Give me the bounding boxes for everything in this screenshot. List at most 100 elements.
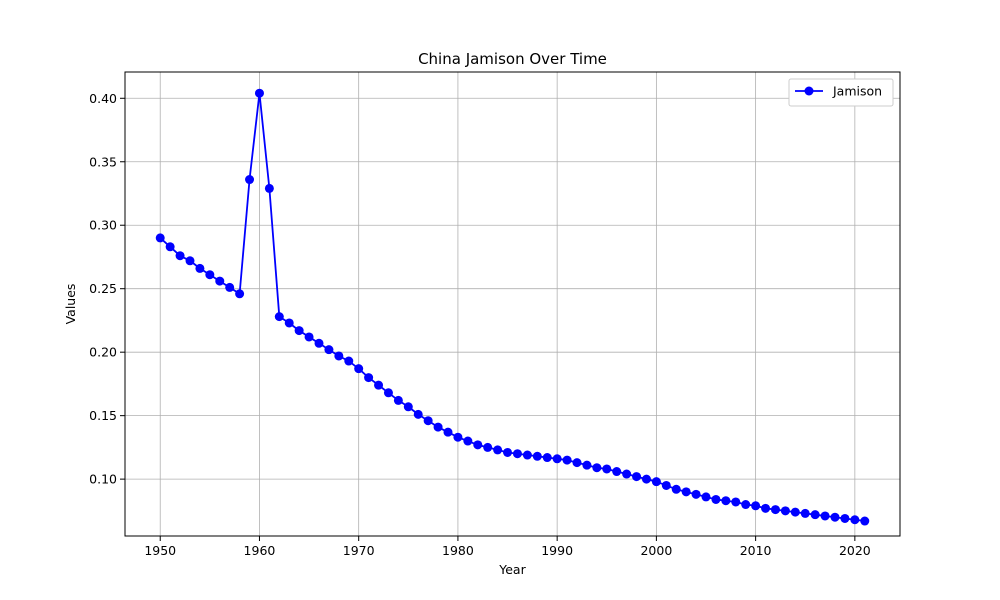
data-point <box>354 364 364 374</box>
data-point <box>483 442 493 452</box>
x-tick-label: 2010 <box>740 543 772 558</box>
data-point <box>294 326 304 336</box>
data-point <box>245 175 255 185</box>
data-point <box>205 270 215 280</box>
data-point <box>185 256 195 266</box>
data-point <box>671 484 681 494</box>
data-point <box>751 501 761 511</box>
data-point <box>562 455 572 465</box>
data-point <box>651 477 661 487</box>
y-tick-label: 0.30 <box>89 218 117 233</box>
data-point <box>860 516 870 526</box>
data-point <box>433 422 443 432</box>
x-tick-label: 2020 <box>839 543 871 558</box>
data-point <box>403 402 413 412</box>
legend-label-jamison: Jamison <box>832 84 882 99</box>
data-point <box>731 497 741 507</box>
data-point <box>215 276 225 286</box>
x-tick-label: 1990 <box>541 543 573 558</box>
data-point <box>195 263 205 273</box>
data-point <box>393 395 403 405</box>
data-point <box>413 409 423 419</box>
x-tick-label: 1960 <box>244 543 276 558</box>
data-point <box>572 458 582 468</box>
data-point <box>522 450 532 460</box>
data-point <box>463 436 473 446</box>
data-point <box>641 474 651 484</box>
data-point <box>582 460 592 470</box>
data-point <box>612 467 622 477</box>
x-tick-label: 1950 <box>144 543 176 558</box>
x-axis-label: Year <box>498 562 526 577</box>
data-point <box>552 454 562 464</box>
y-tick-label: 0.20 <box>89 345 117 360</box>
y-axis: 0.10 0.15 0.20 0.25 0.30 0.35 0.40 <box>89 91 125 487</box>
x-axis: 1950 1960 1970 1980 1990 2000 2010 2020 <box>144 536 871 558</box>
data-point <box>175 251 185 261</box>
data-point <box>602 464 612 474</box>
data-point <box>622 469 632 479</box>
y-axis-label: Values <box>63 284 78 325</box>
x-tick-label: 2000 <box>640 543 672 558</box>
data-point <box>800 508 810 518</box>
legend: Jamison <box>788 78 894 107</box>
y-tick-label: 0.35 <box>89 154 117 169</box>
plot-area-frame <box>124 71 901 537</box>
data-point <box>284 318 294 328</box>
data-point <box>225 282 235 292</box>
data-point <box>314 338 324 348</box>
data-point <box>264 183 274 193</box>
data-point <box>741 500 751 510</box>
data-point <box>790 507 800 517</box>
data-point <box>632 472 642 482</box>
data-point <box>592 463 602 473</box>
data-point <box>830 512 840 522</box>
y-tick-label: 0.15 <box>89 408 117 423</box>
data-point <box>761 503 771 513</box>
data-point <box>542 453 552 463</box>
data-point <box>711 494 721 504</box>
data-point <box>681 487 691 497</box>
data-point <box>383 388 393 398</box>
data-point <box>701 492 711 502</box>
data-point <box>274 312 284 322</box>
data-point <box>532 451 542 461</box>
data-point <box>503 447 513 457</box>
grid <box>125 72 900 536</box>
x-tick-label: 1970 <box>343 543 375 558</box>
data-point <box>661 480 671 490</box>
data-point <box>374 380 384 390</box>
legend-marker-swatch <box>804 86 814 96</box>
chart-title: China Jamison Over Time <box>418 50 607 68</box>
data-point <box>780 506 790 516</box>
data-point <box>364 373 374 383</box>
data-point <box>820 511 830 521</box>
data-point <box>810 510 820 520</box>
data-point <box>691 489 701 499</box>
data-point <box>453 432 463 442</box>
data-point <box>334 351 344 361</box>
series-jamison <box>155 88 870 526</box>
data-point <box>443 427 453 437</box>
data-point <box>473 440 483 450</box>
y-tick-label: 0.25 <box>89 281 117 296</box>
data-point <box>324 345 334 355</box>
data-point <box>493 445 503 455</box>
data-point <box>304 332 314 342</box>
legend-box <box>788 78 894 107</box>
data-point <box>254 88 264 98</box>
data-point <box>721 496 731 506</box>
data-point <box>235 289 245 299</box>
data-point <box>850 515 860 525</box>
data-point <box>512 449 522 459</box>
data-point <box>840 513 850 523</box>
data-point <box>165 242 175 252</box>
x-tick-label: 1980 <box>442 543 474 558</box>
y-tick-label: 0.10 <box>89 472 117 487</box>
data-point <box>155 233 165 243</box>
data-point <box>770 505 780 515</box>
data-point <box>423 416 433 426</box>
data-point <box>344 356 354 366</box>
y-tick-label: 0.40 <box>89 91 117 106</box>
